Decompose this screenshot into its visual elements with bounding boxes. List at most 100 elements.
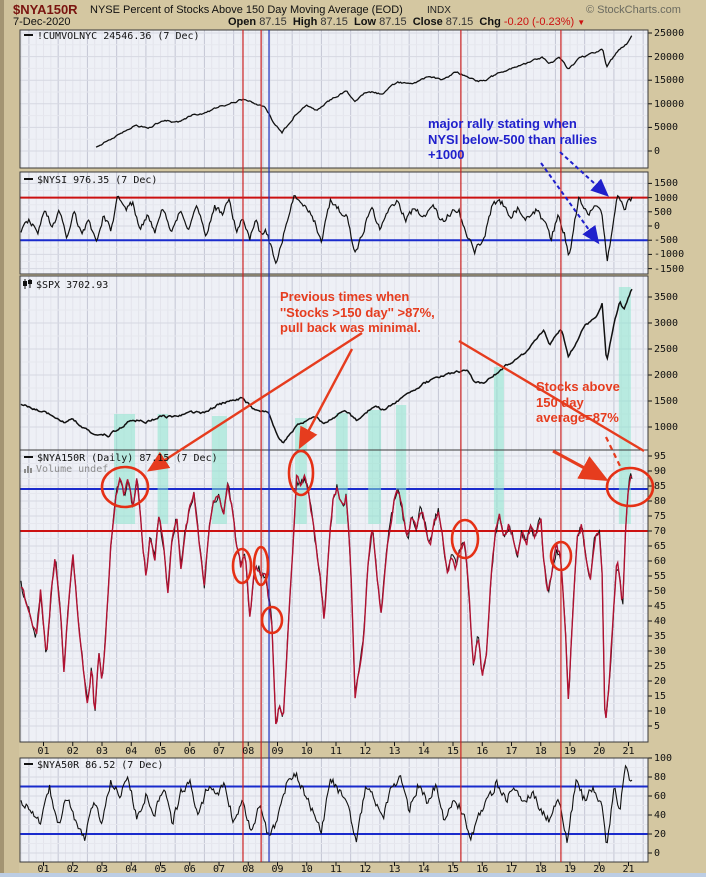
y-axis-label: 25000: [654, 28, 685, 39]
chg-value: -0.20 (-0.23%): [503, 16, 575, 28]
y-axis-label: 40: [654, 616, 667, 627]
y-axis-label: 65: [654, 541, 667, 552]
legend-dash-icon: [24, 763, 33, 765]
y-axis-label: 15: [654, 691, 667, 702]
x-axis-year-label: 03: [96, 864, 109, 875]
exchange-label: INDX: [427, 5, 451, 16]
y-axis-label: 15000: [654, 75, 685, 87]
x-axis-year-label: 07: [213, 864, 226, 875]
y-axis-label: 20000: [654, 51, 685, 63]
x-axis-year-label: 10: [300, 864, 313, 875]
event-vlines-layer: [19, 29, 649, 866]
y-axis-label: 35: [654, 631, 667, 642]
close-label: Close: [412, 16, 443, 28]
annotation-blue-note: major rally stating when NYSI below-500 t…: [428, 116, 598, 162]
y-axis-label: 0: [654, 146, 661, 157]
open-label: Open: [228, 16, 257, 28]
x-axis-year-label: 02: [66, 864, 79, 875]
chart-date: 7-Dec-2020: [13, 16, 71, 28]
x-axis-year-label: 15: [447, 864, 460, 875]
y-axis-label: 0: [654, 221, 661, 232]
high-value: 87.15: [320, 16, 348, 28]
legend-cumvolnyc: !CUMVOLNYC 24546.36 (7 Dec): [24, 31, 200, 42]
y-axis-label: 0: [654, 848, 661, 859]
legend-nysi: $NYSI 976.35 (7 Dec): [24, 175, 157, 186]
y-axis-label: 500: [654, 206, 673, 218]
y-axis-label: -500: [654, 235, 679, 247]
x-axis-year-label: 06: [183, 864, 196, 875]
x-axis-year-label: 09: [271, 746, 284, 757]
y-axis-label: -1500: [654, 263, 685, 275]
legend-nya50r: $NYA50R 86.52 (7 Dec): [24, 760, 163, 771]
x-axis-year-label: 19: [564, 864, 577, 875]
y-axis-label: 25: [654, 661, 667, 672]
x-axis-year-label: 21: [622, 864, 635, 875]
x-axis-year-label: 04: [125, 864, 138, 875]
y-axis-label: 10: [654, 706, 667, 717]
stockcharts-brand-link[interactable]: © StockCharts.com: [586, 4, 681, 16]
series-layer: [20, 35, 633, 844]
y-axis-label: 20: [654, 829, 667, 840]
x-axis-year-label: 15: [447, 746, 460, 757]
x-axis-year-label: 21: [622, 746, 635, 757]
x-axis-year-label: 06: [183, 746, 196, 757]
x-axis-year-label: 08: [242, 864, 255, 875]
open-value: 87.15: [259, 16, 287, 28]
y-axis-label: 45: [654, 601, 667, 612]
ticker-symbol: $NYA150R: [13, 2, 78, 17]
y-axis-label: 100: [654, 753, 673, 764]
legend-dash-icon: [24, 178, 33, 180]
x-axis-year-label: 01: [37, 746, 50, 757]
legend-dash-icon: [24, 456, 33, 458]
x-axis-year-label: 11: [330, 746, 343, 757]
x-axis-year-label: 08: [242, 746, 255, 757]
chg-label: Chg: [479, 16, 501, 28]
y-axis-label: 50: [654, 586, 667, 597]
x-axis-year-label: 20: [593, 864, 606, 875]
x-axis-year-label: 03: [96, 746, 109, 757]
y-axis-label: 1500: [654, 396, 679, 407]
x-axis-year-label: 17: [505, 864, 518, 875]
y-axis-label: 85: [654, 481, 667, 492]
y-axis-label: 75: [654, 511, 667, 522]
y-axis-label: 20: [654, 676, 667, 687]
y-axis-label: 95: [654, 451, 667, 462]
x-axis-year-label: 11: [330, 864, 343, 875]
x-axis-year-label: 18: [534, 746, 547, 757]
bottom-window-edge: [0, 873, 706, 877]
x-axis-year-label: 02: [66, 746, 79, 757]
x-axis-year-label: 10: [300, 746, 313, 757]
x-axis-year-label: 01: [37, 864, 50, 875]
low-value: 87.15: [379, 16, 407, 28]
y-axis-label: 55: [654, 571, 667, 582]
y-axis-label: 30: [654, 646, 667, 657]
close-value: 87.15: [445, 16, 474, 28]
x-axis-year-label: 17: [505, 746, 518, 757]
y-axis-label: 60: [654, 791, 667, 802]
y-axis-label: 5: [654, 721, 661, 732]
y-axis-label: 2000: [654, 370, 679, 381]
y-axis-label: 80: [654, 772, 667, 783]
x-axis-year-label: 13: [388, 746, 401, 757]
volume-bars-icon: [24, 466, 32, 473]
x-axis-year-label: 20: [593, 746, 606, 757]
x-axis-year-label: 18: [534, 864, 547, 875]
low-label: Low: [354, 16, 377, 28]
highlight-bands-layer: [113, 287, 631, 524]
left-window-edge: [0, 0, 4, 877]
chart-title: NYSE Percent of Stocks Above 150 Day Mov…: [90, 4, 403, 16]
ohlc-readout: Open 87.15 High 87.15 Low 87.15 Close 87…: [228, 16, 585, 28]
y-axis-label: 1000: [654, 192, 679, 204]
annotation-red-note-stocks-above: Stocks above 150 day average=87%: [536, 379, 620, 425]
x-axis-year-label: 12: [359, 746, 372, 757]
legend-spx: $SPX 3702.93: [22, 279, 108, 291]
y-axis-label: 5000: [654, 122, 679, 134]
x-axis-year-label: 14: [417, 864, 430, 875]
legend-dash-icon: [24, 34, 33, 36]
y-axis-label: 70: [654, 526, 667, 537]
y-axis-label: 3000: [654, 318, 679, 329]
annotation-red-note-previous-times: Previous times when ''Stocks >150 day'' >…: [280, 289, 435, 335]
y-axis-label: 40: [654, 810, 667, 821]
